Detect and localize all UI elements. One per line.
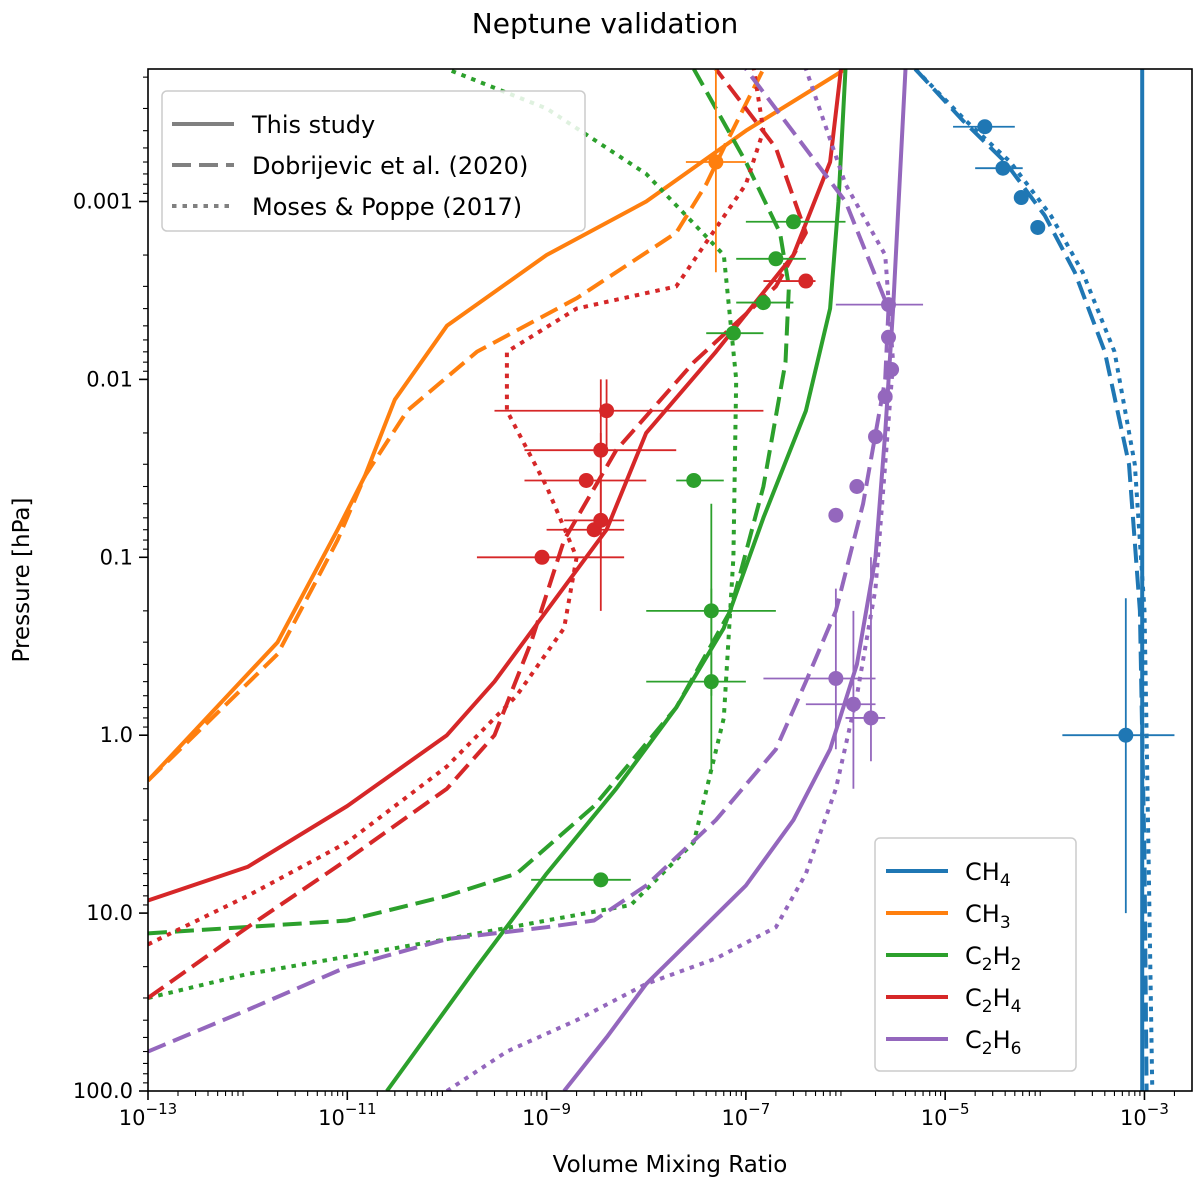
observation-marker <box>703 674 719 690</box>
legend-label-dashed: Dobrijevic et al. (2020) <box>252 152 528 180</box>
x-tick-label: 10−13 <box>119 1100 177 1130</box>
legend-label-ch3: CH3 <box>965 900 1011 933</box>
observation-marker <box>534 549 550 565</box>
y-axis-label: Pressure [hPa] <box>9 498 35 663</box>
observation-c2h6 <box>884 362 900 378</box>
y-tick-label: 0.1 <box>100 545 133 569</box>
legend-label-ch4: CH4 <box>965 858 1011 891</box>
observation-ch3 <box>685 69 746 273</box>
series-line-c2h4-dashed <box>148 69 808 1000</box>
observation-ch4 <box>1013 190 1029 206</box>
observation-ch4 <box>1062 598 1175 914</box>
observation-marker <box>863 710 879 726</box>
legend-label-c2h4: C2H4 <box>965 984 1021 1017</box>
observation-c2h6 <box>877 389 893 405</box>
observation-ch4 <box>975 160 1023 176</box>
observation-c2h2 <box>706 325 764 341</box>
series-line-ch3-solid <box>148 69 847 782</box>
observation-c2h2 <box>646 588 746 772</box>
observation-c2h4 <box>476 549 625 565</box>
observation-c2h2 <box>736 295 794 311</box>
x-tick-label: 10−11 <box>318 1100 376 1130</box>
observation-c2h6 <box>849 478 865 494</box>
observation-marker <box>708 154 724 170</box>
observation-marker <box>768 251 784 267</box>
y-tick-label: 0.01 <box>86 367 133 391</box>
observations-layer <box>476 69 1175 914</box>
y-tick-label: 10.0 <box>86 901 133 925</box>
observation-marker <box>755 295 771 311</box>
legend-label-solid: This study <box>251 111 375 139</box>
observation-marker <box>1030 219 1046 235</box>
observation-c2h6 <box>835 297 924 313</box>
x-tick-label: 10−5 <box>921 1100 970 1130</box>
series-line-c2h2-dotted <box>148 69 739 1000</box>
observation-marker <box>1118 727 1134 743</box>
observation-c2h6 <box>845 557 886 762</box>
observation-marker <box>593 512 609 528</box>
observation-marker <box>785 214 801 230</box>
observation-marker <box>868 429 884 445</box>
species-legend: CH4 CH3 C2H2 C2H4 C2H6 <box>874 837 1077 1072</box>
x-tick-label: 10−3 <box>1120 1100 1169 1130</box>
line-style-legend: This study Dobrijevic et al. (2020) Moses … <box>161 90 586 232</box>
observation-c2h6 <box>828 507 844 523</box>
observation-marker <box>884 362 900 378</box>
x-tick-label: 10−9 <box>522 1100 571 1130</box>
observation-marker <box>1013 190 1029 206</box>
series-line-ch3-dashed <box>148 69 766 783</box>
series-line-ch4-dashed <box>913 69 1149 1091</box>
chart-title: Neptune validation <box>472 7 738 40</box>
observation-c2h4 <box>564 432 625 611</box>
observation-ch4 <box>953 119 1015 135</box>
observation-marker <box>977 119 993 135</box>
observation-marker <box>725 325 741 341</box>
observation-c2h4 <box>763 273 816 289</box>
observation-marker <box>881 297 897 313</box>
series-line-c2h2-solid <box>385 69 848 1091</box>
observation-c2h6 <box>881 329 897 345</box>
observation-c2h6 <box>763 588 876 750</box>
observation-marker <box>828 507 844 523</box>
legend-label-c2h6: C2H6 <box>965 1026 1021 1059</box>
observation-marker <box>828 670 844 686</box>
species-legend-box <box>874 837 1077 1072</box>
observation-marker <box>593 872 609 888</box>
observation-c2h4 <box>524 472 647 488</box>
style-legend-box <box>161 90 586 232</box>
y-tick-label: 0.001 <box>73 189 133 213</box>
observation-marker <box>686 472 702 488</box>
series-line-c2h4-solid <box>148 69 843 903</box>
observation-marker <box>578 472 594 488</box>
observation-marker <box>995 160 1011 176</box>
series-line-c2h6-dotted <box>445 69 896 1091</box>
observation-ch4 <box>1030 219 1046 235</box>
observation-c2h2 <box>736 251 806 267</box>
observation-c2h2 <box>745 214 846 230</box>
observation-marker <box>798 273 814 289</box>
observation-marker <box>849 478 865 494</box>
series-line-c2h4-dotted <box>148 69 766 947</box>
axes-layer: 10−13 10−11 10−9 10−7 10−5 10−3 0.001 0.01 0.1 1.… <box>73 76 1176 1130</box>
legend-label-dotted: Moses & Poppe (2017) <box>252 193 522 221</box>
observation-c2h2 <box>676 472 724 488</box>
legend-label-c2h2: C2H2 <box>965 942 1021 975</box>
observation-c2h6 <box>868 429 884 445</box>
x-tick-label: 10−7 <box>721 1100 770 1130</box>
observation-c2h6 <box>805 610 876 789</box>
plot-frame <box>147 68 1193 1092</box>
y-tick-label: 100.0 <box>73 1079 133 1103</box>
observation-c2h4 <box>494 379 764 451</box>
observation-c2h2 <box>531 872 631 888</box>
series-line-ch4-dotted <box>913 69 1155 1091</box>
observation-marker <box>877 389 893 405</box>
observation-marker <box>845 696 861 712</box>
y-tick-label: 1.0 <box>100 723 133 747</box>
observation-marker <box>599 403 615 419</box>
observation-marker <box>881 329 897 345</box>
x-axis-label: Volume Mixing Ratio <box>553 1152 788 1178</box>
